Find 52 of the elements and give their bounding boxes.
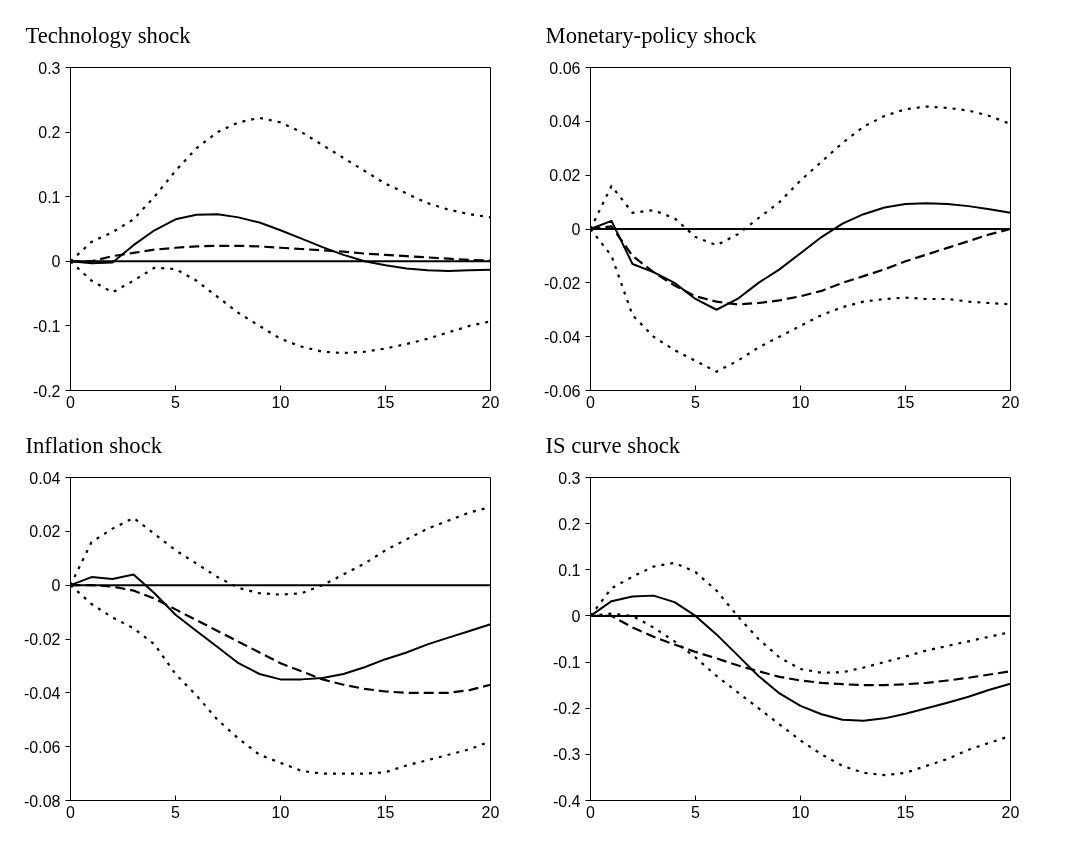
x-tick-label: 20 bbox=[481, 393, 500, 411]
y-tick-label: -0.02 bbox=[544, 274, 581, 292]
y-tick-label: -0.04 bbox=[24, 684, 61, 702]
y-tick-label: 0.02 bbox=[29, 523, 61, 541]
y-tick-label: 0 bbox=[571, 607, 581, 625]
y-tick-label: 0 bbox=[51, 253, 61, 271]
y-tick-label: 0.2 bbox=[38, 124, 61, 142]
x-tick-label: 0 bbox=[66, 393, 76, 411]
x-tick-label: 5 bbox=[171, 393, 181, 411]
y-tick-label: -0.04 bbox=[544, 328, 581, 346]
y-tick-label: -0.4 bbox=[552, 792, 581, 810]
y-tick-label: -0.1 bbox=[552, 654, 581, 672]
x-tick-label: 15 bbox=[376, 803, 395, 821]
chart-title: Monetary-policy shock bbox=[545, 22, 757, 48]
y-tick-label: 0.04 bbox=[549, 113, 581, 131]
x-tick-label: 0 bbox=[586, 803, 596, 821]
x-tick-label: 5 bbox=[691, 803, 701, 821]
chart-title: IS curve shock bbox=[545, 432, 681, 458]
y-tick-label: -0.06 bbox=[24, 738, 61, 756]
y-tick-label: -0.2 bbox=[32, 382, 61, 400]
x-tick-label: 5 bbox=[691, 393, 701, 411]
y-tick-label: -0.2 bbox=[552, 700, 581, 718]
y-tick-label: 0.2 bbox=[558, 515, 581, 533]
y-tick-label: -0.06 bbox=[544, 382, 581, 400]
x-tick-label: 10 bbox=[271, 393, 290, 411]
y-tick-label: 0.3 bbox=[38, 59, 61, 77]
y-tick-label: -0.02 bbox=[24, 631, 61, 648]
y-tick-label: 0 bbox=[571, 221, 581, 238]
x-tick-label: 0 bbox=[66, 803, 76, 821]
x-tick-label: 10 bbox=[791, 803, 810, 821]
x-tick-label: 10 bbox=[791, 393, 810, 411]
x-tick-label: 15 bbox=[376, 393, 395, 411]
y-tick-label: 0 bbox=[51, 577, 61, 595]
x-tick-label: 20 bbox=[1001, 393, 1020, 411]
x-tick-label: 20 bbox=[481, 803, 500, 821]
x-tick-label: 10 bbox=[271, 803, 290, 821]
y-tick-label: 0.1 bbox=[558, 561, 581, 579]
y-tick-label: 0.3 bbox=[558, 469, 581, 487]
y-tick-label: 0.06 bbox=[549, 59, 581, 77]
y-tick-label: -0.3 bbox=[552, 746, 581, 764]
x-tick-label: 15 bbox=[896, 393, 915, 411]
chart-title: Inflation shock bbox=[25, 432, 163, 458]
y-tick-label: -0.08 bbox=[24, 792, 61, 810]
y-tick-label: 0.1 bbox=[38, 188, 61, 206]
y-tick-label: 0.04 bbox=[29, 469, 61, 487]
x-tick-label: 0 bbox=[586, 393, 596, 411]
x-tick-label: 20 bbox=[1001, 803, 1020, 821]
y-tick-label: 0.02 bbox=[549, 167, 581, 185]
x-tick-label: 15 bbox=[896, 803, 915, 821]
chart-title: Technology shock bbox=[25, 22, 192, 48]
y-tick-label: -0.1 bbox=[32, 317, 61, 335]
x-tick-label: 5 bbox=[171, 803, 181, 821]
